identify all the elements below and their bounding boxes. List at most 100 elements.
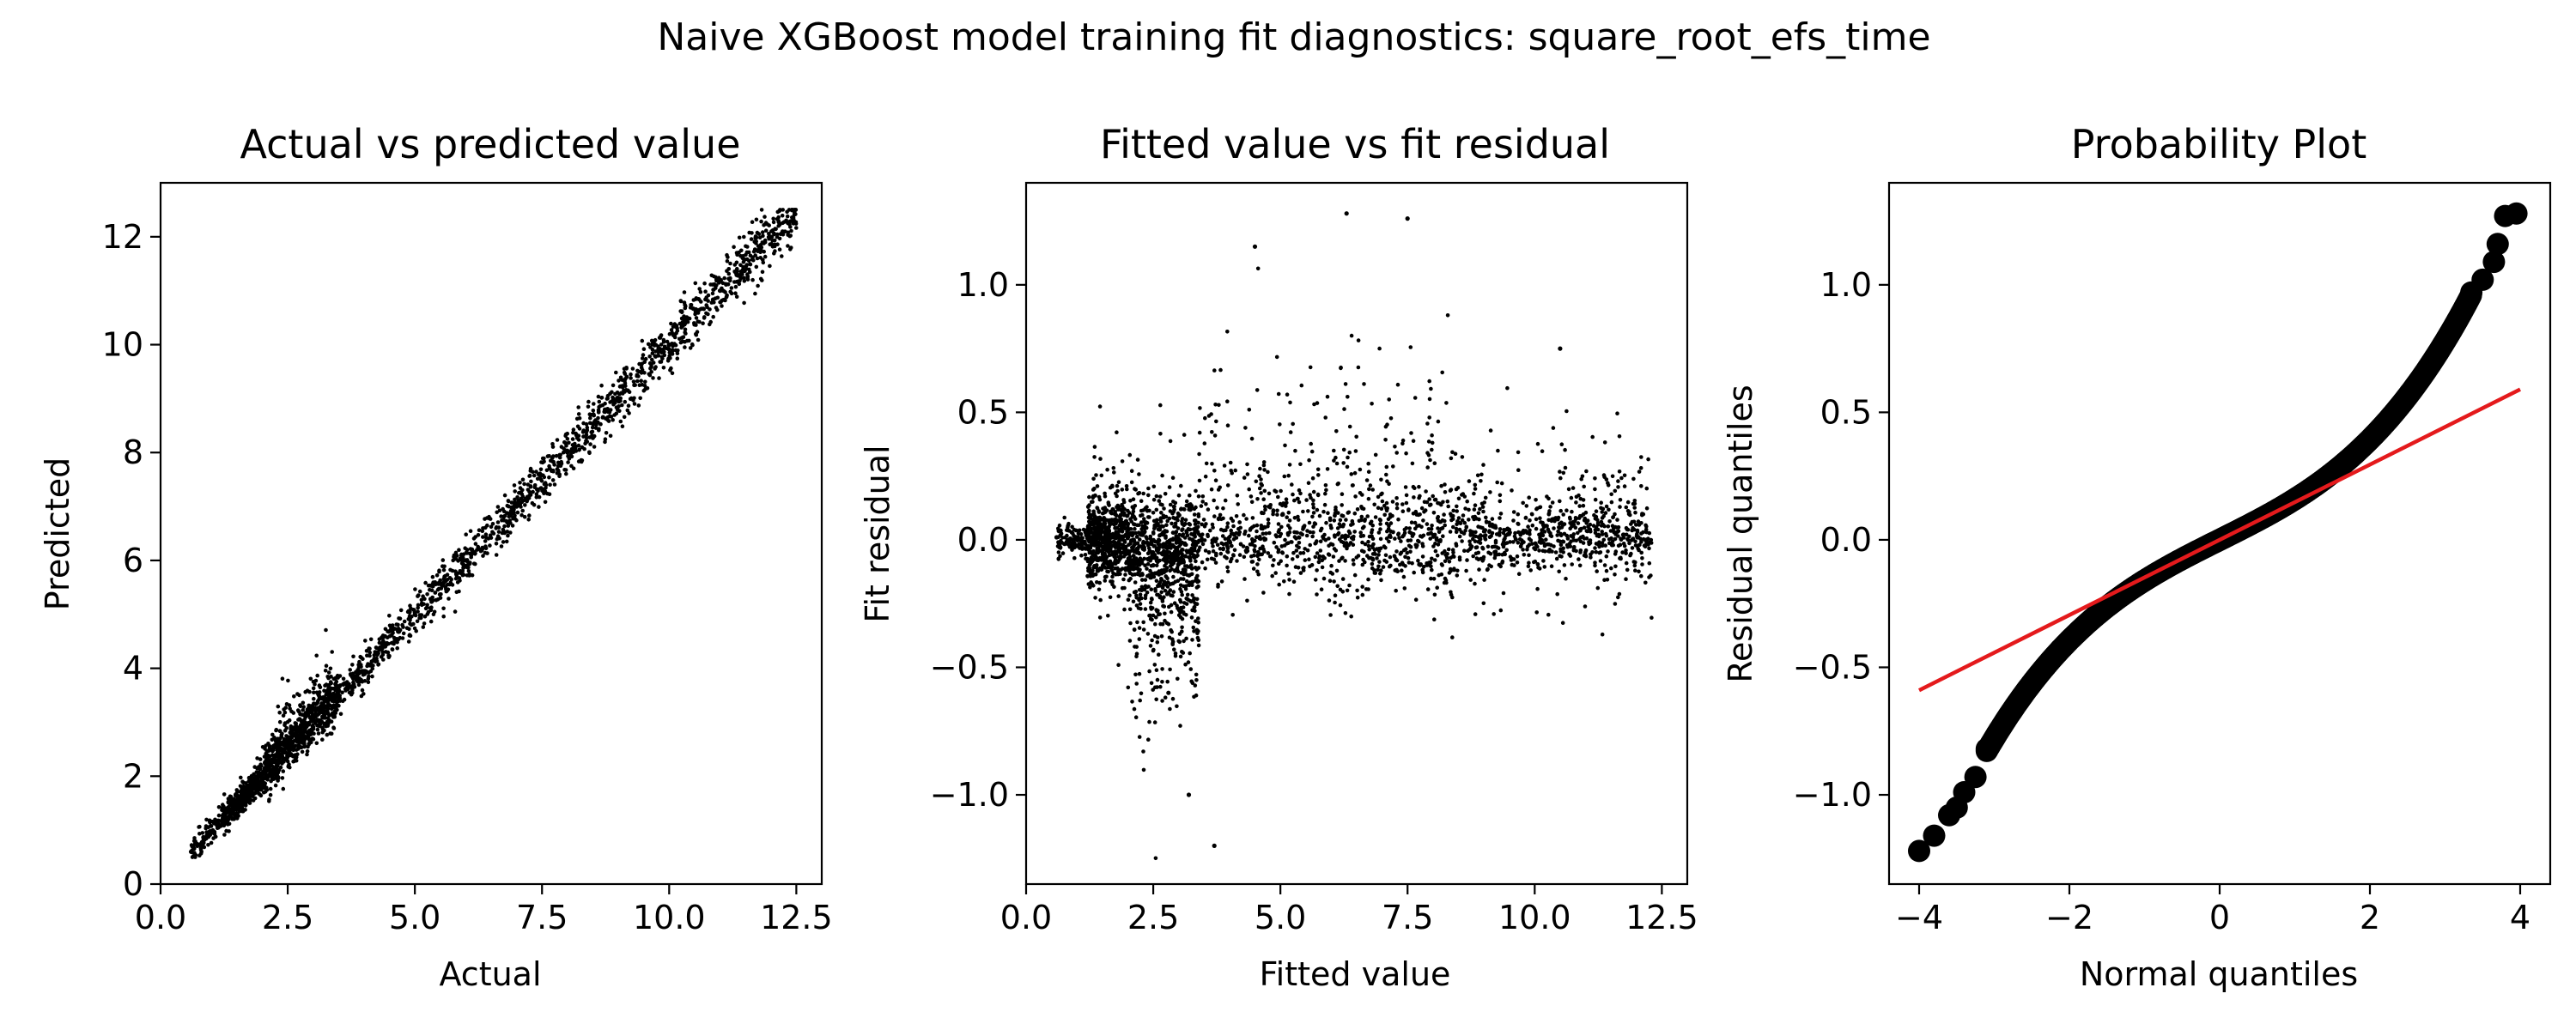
data-point (1644, 530, 1649, 535)
data-point (477, 528, 482, 532)
data-point (515, 510, 520, 515)
data-point (470, 547, 475, 552)
data-point (1594, 549, 1599, 554)
data-point (647, 354, 652, 359)
data-point (592, 413, 596, 418)
data-point (1553, 550, 1558, 554)
data-point (1549, 564, 1554, 568)
data-point (380, 650, 386, 654)
x-tick-label: 12.5 (760, 899, 833, 936)
data-point (464, 532, 468, 536)
data-point (1558, 547, 1563, 551)
data-point (585, 439, 590, 444)
data-point (200, 831, 205, 835)
data-point (1206, 507, 1211, 512)
data-point (307, 728, 312, 733)
data-point (1156, 539, 1161, 543)
data-point (748, 262, 752, 267)
data-point (312, 718, 317, 723)
data-point (1296, 518, 1301, 522)
data-point (233, 815, 238, 821)
data-point (435, 587, 440, 592)
data-point (1128, 499, 1133, 503)
data-point (762, 222, 766, 227)
data-point (370, 666, 375, 671)
data-point (267, 799, 271, 803)
data-point (1103, 574, 1108, 579)
data-point (1352, 511, 1358, 516)
data-point (328, 695, 332, 700)
data-point (388, 625, 393, 629)
data-point (1604, 568, 1609, 573)
data-point (742, 279, 747, 283)
data-point (1488, 490, 1492, 494)
data-point (1427, 379, 1431, 384)
data-point (1234, 514, 1239, 518)
data-point (441, 614, 446, 619)
data-point (1540, 528, 1544, 532)
data-point (1562, 563, 1567, 567)
data-point (471, 536, 477, 541)
data-point (1460, 493, 1464, 497)
data-point (238, 784, 243, 789)
data-point (1566, 487, 1571, 492)
data-point (1406, 538, 1411, 543)
data-point (534, 492, 539, 496)
data-point (1432, 617, 1437, 621)
data-point (650, 347, 655, 352)
data-point (1625, 500, 1631, 505)
data-point (651, 376, 655, 380)
data-point (1595, 585, 1601, 591)
data-point (1162, 506, 1166, 511)
data-point (366, 680, 371, 685)
data-point (1383, 424, 1388, 429)
data-point (299, 745, 303, 749)
data-point (425, 603, 429, 608)
data-point (1126, 597, 1131, 602)
data-point (623, 388, 629, 392)
data-point (504, 539, 509, 544)
data-point (1571, 532, 1577, 536)
data-point (520, 508, 525, 513)
data-point (502, 530, 507, 536)
data-point (527, 473, 532, 478)
data-point (421, 625, 426, 629)
data-point (1490, 544, 1495, 549)
data-point (1613, 488, 1618, 494)
data-point (1516, 512, 1521, 517)
data-point (1597, 550, 1601, 555)
data-point (1141, 620, 1145, 625)
data-point (1313, 554, 1318, 560)
data-point (264, 743, 268, 748)
data-point (1168, 667, 1172, 672)
data-point (246, 789, 252, 793)
data-point (1148, 600, 1153, 605)
data-point (643, 356, 648, 361)
data-point (679, 316, 684, 321)
data-point (1247, 408, 1252, 412)
data-point (1416, 558, 1420, 563)
data-point (313, 701, 317, 706)
data-point (1450, 635, 1455, 639)
data-point (711, 314, 715, 319)
data-point (1257, 474, 1261, 478)
data-point (618, 419, 623, 424)
data-point (1432, 461, 1437, 465)
data-point (1192, 512, 1197, 517)
data-point (1473, 612, 1478, 616)
data-point (1590, 434, 1595, 439)
data-point (1206, 414, 1212, 418)
data-point (1364, 587, 1369, 591)
data-point (1639, 455, 1643, 459)
data-point (605, 393, 611, 398)
data-point (386, 655, 392, 659)
data-point (1287, 578, 1291, 582)
data-point (1370, 561, 1375, 566)
data-point (485, 551, 489, 555)
data-point (1218, 547, 1223, 551)
data-point (1593, 563, 1597, 568)
data-point (1214, 419, 1218, 424)
data-point (776, 220, 781, 225)
panel-title: Fitted value vs fit residual (1100, 121, 1610, 167)
data-point (258, 757, 263, 761)
